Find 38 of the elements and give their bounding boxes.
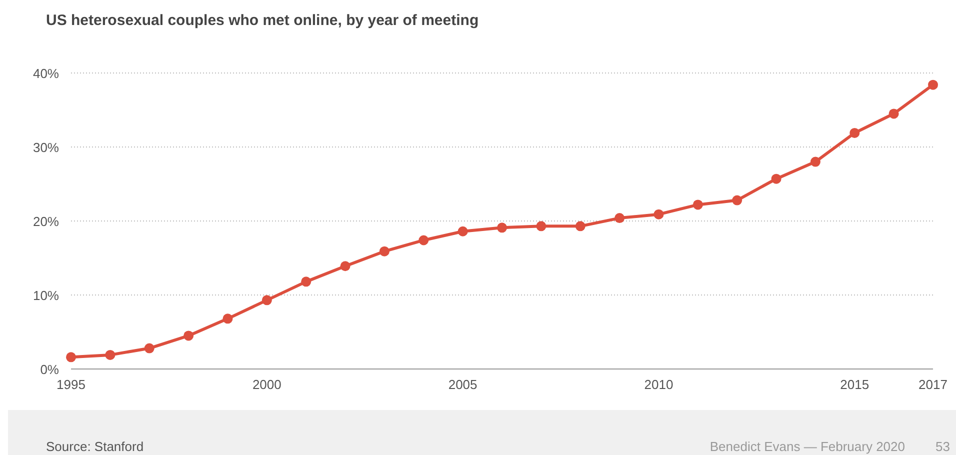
chart-title: US heterosexual couples who met online, by year of meeting: [46, 12, 479, 29]
point: [536, 221, 546, 232]
source-note: Source: Stanford: [46, 439, 144, 454]
x-tick-label: 2000: [252, 377, 282, 392]
point: [66, 352, 76, 362]
point: [144, 343, 154, 354]
x-tick-label: 2017: [918, 377, 948, 392]
point: [184, 330, 194, 341]
y-tick-label: 0%: [40, 362, 60, 377]
point: [340, 261, 350, 272]
y-tick-label: 20%: [32, 214, 60, 229]
y-tick-label: 30%: [32, 140, 60, 155]
point: [418, 235, 429, 246]
text: 53: [936, 439, 950, 454]
point: [771, 174, 782, 184]
point: [458, 226, 468, 236]
point: [850, 128, 860, 138]
point: [497, 222, 507, 233]
point: [888, 108, 899, 119]
y-tick-label: 40%: [32, 66, 60, 81]
text: Benedict Evans — February 2020: [710, 439, 905, 454]
point: [654, 209, 664, 220]
point: [262, 295, 272, 306]
point: [301, 276, 312, 287]
point: [222, 314, 233, 324]
point: [928, 80, 938, 90]
x-tick-label: 2010: [644, 377, 674, 392]
point: [105, 350, 116, 360]
x-tick-label: 1995: [56, 377, 86, 392]
point: [732, 195, 742, 206]
x-tick-label: 2015: [840, 377, 870, 392]
x-tick-label: 2005: [448, 377, 478, 392]
point: [575, 221, 586, 232]
point: [692, 200, 703, 210]
y-tick-label: 10%: [32, 288, 60, 303]
point: [379, 246, 390, 256]
point: [810, 156, 820, 167]
point: [614, 213, 625, 224]
